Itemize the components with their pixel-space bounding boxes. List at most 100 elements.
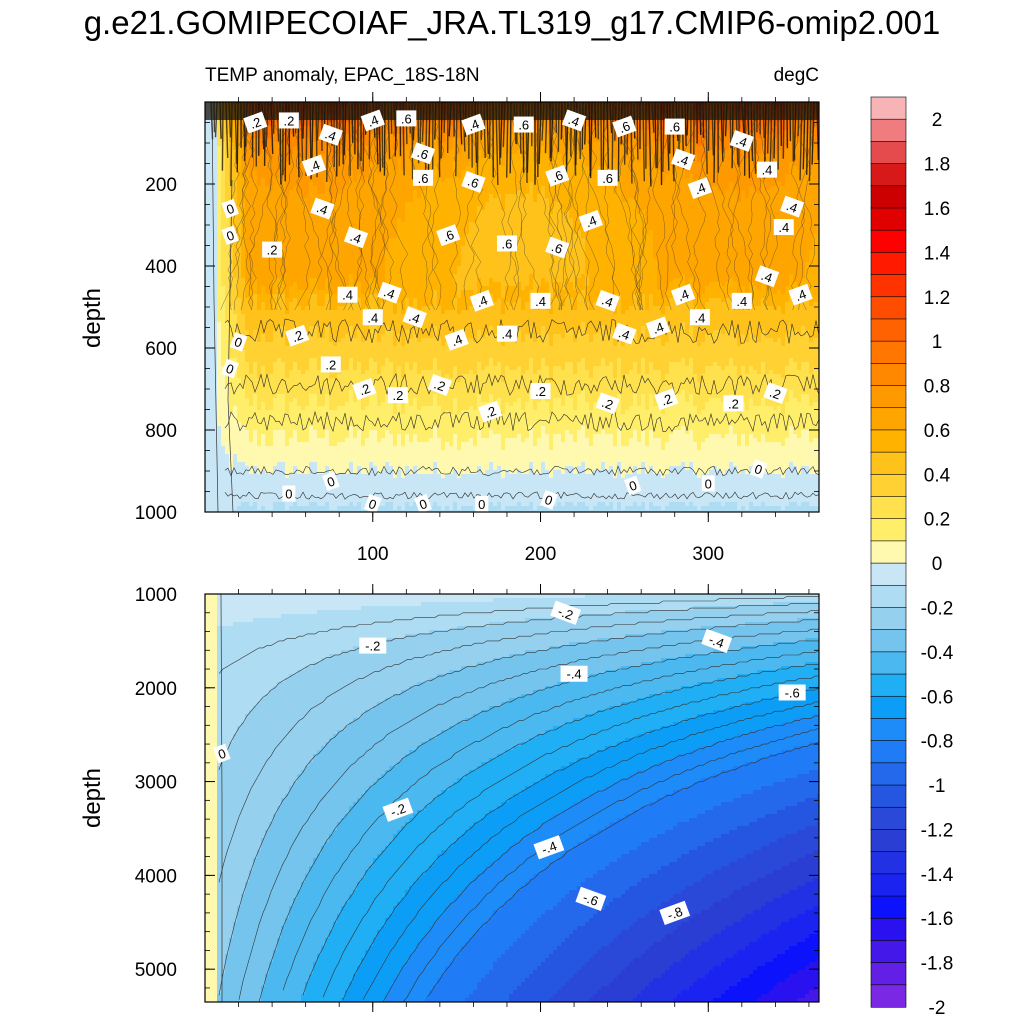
colorbar-tick-label: -0.4 (921, 643, 954, 664)
upper-contour-label: 0 (282, 485, 296, 502)
lower-panel-fill (205, 594, 819, 1002)
colorbar-tick-label: 1.8 (924, 155, 950, 176)
upper-contour-label: .4 (444, 328, 469, 351)
colorbar-tick-label: -1.4 (921, 865, 954, 886)
colorbar-swatch (870, 562, 907, 586)
upper-contour-label: .4 (561, 109, 587, 132)
lower-contour-label: -.4 (560, 665, 588, 682)
lower-contour-label: -.8 (659, 900, 691, 926)
upper-contour-label: .2 (595, 392, 620, 415)
colorbar-swatch (870, 474, 907, 498)
colorbar-swatch (870, 784, 907, 808)
colorbar-swatch (870, 540, 907, 564)
colorbar-swatch (870, 185, 907, 209)
colorbar-tick-label: 2 (932, 110, 943, 131)
colorbar-tick-label: -1 (929, 776, 946, 797)
upper-y-tick-label: 800 (145, 421, 177, 442)
colorbar-swatch (870, 163, 907, 187)
colorbar-tick-label: -0.8 (921, 732, 954, 753)
upper-contour-label: 0 (540, 489, 558, 510)
lower-panel-axes: 1000 2000 3000 4000 5000 (135, 584, 819, 1012)
upper-contour-label: .2 (387, 387, 408, 404)
colorbar-swatch (870, 496, 907, 520)
colorbar-swatch (870, 451, 907, 475)
lower-panel: 0 -.2 -.2 -.2 -.4 -.4 -.4 -.6 -.6 -.8 1000 2000 300… (135, 584, 820, 1012)
colorbar-swatch (870, 673, 907, 697)
colorbar-swatch (870, 584, 907, 609)
colorbar-tick-label: 1.2 (924, 288, 950, 309)
lower-y-tick-label: 5000 (135, 960, 177, 981)
colorbar-swatch (870, 695, 907, 720)
colorbar-tick-label: 1.6 (924, 199, 950, 220)
colorbar-swatch (870, 984, 907, 1008)
colorbar-tick-label: -1.6 (921, 909, 954, 930)
upper-contour-label: .4 (318, 123, 343, 146)
upper-contour-label: .6 (513, 116, 534, 133)
upper-contour-label: 0 (221, 358, 240, 379)
lower-panel-contour-labels: 0 -.2 -.2 -.2 -.4 -.4 -.4 -.6 -.6 -.8 (212, 600, 806, 926)
upper-contour-label: 0 (321, 471, 340, 491)
upper-contour-label: .2 (723, 395, 744, 412)
colorbar-swatch (870, 340, 907, 364)
upper-contour-label: .6 (410, 142, 436, 165)
colorbar-tick-label: -1.8 (921, 954, 954, 975)
lower-y-tick-label: 2000 (135, 679, 177, 700)
colorbar-swatch (870, 851, 907, 875)
lower-y-tick-label: 4000 (135, 866, 177, 887)
upper-contour-label: 0 (221, 225, 240, 245)
upper-contour-label: 0 (749, 459, 768, 479)
colorbar-swatch (870, 385, 907, 409)
upper-y-tick-label: 600 (145, 339, 177, 360)
colorbar-swatch (870, 895, 907, 919)
colorbar-swatch (870, 873, 907, 897)
upper-contour-label: .4 (377, 281, 402, 304)
colorbar-swatch (870, 318, 907, 342)
upper-contour-label: .6 (413, 169, 434, 186)
lower-y-tick-label: 1000 (135, 585, 177, 606)
lower-contour-label: -.4 (701, 628, 733, 654)
colorbar-swatch (870, 363, 907, 387)
colorbar-swatch (870, 940, 907, 964)
colorbar-swatch (870, 407, 907, 431)
upper-contour-label: .6 (496, 235, 517, 252)
colorbar-swatch (870, 607, 907, 631)
lower-contour-label: -.2 (382, 797, 414, 822)
upper-contour-label: .2 (352, 378, 377, 400)
y-axis-label-upper: depth (79, 288, 106, 348)
subtitle-left: TEMP anomaly, EPAC_18S-18N (205, 65, 480, 86)
colorbar-swatch (870, 917, 907, 942)
colorbar-swatch (870, 207, 907, 231)
upper-contour-label: .4 (360, 109, 385, 132)
upper-x-tick-label: 100 (357, 544, 389, 565)
upper-contour-label: .4 (689, 309, 710, 326)
upper-contour-label: 0 (363, 494, 382, 514)
upper-contour-label: .2 (285, 324, 310, 347)
colorbar-swatch (870, 252, 907, 276)
colorbar-swatch (870, 629, 907, 653)
upper-contour-label: .4 (670, 148, 696, 171)
upper-contour-label: .4 (788, 283, 813, 306)
upper-contour-label: .4 (773, 219, 794, 236)
upper-contour-label: .2 (530, 383, 551, 400)
upper-contour-label: .4 (612, 322, 637, 345)
upper-contour-label: .2 (654, 388, 679, 411)
upper-contour-label: .6 (612, 115, 637, 138)
upper-contour-label: .4 (756, 161, 777, 178)
chart-title: g.e21.GOMIPECOIAF_JRA.TL319_g17.CMIP6-om… (0, 4, 1024, 42)
colorbar: 2 1.8 1.6 1.4 1.2 1 0.8 0.6 0.4 0.2 0 -0.2 -0.4 -0.6 -… (870, 96, 954, 1019)
upper-y-tick-label: 1000 (135, 503, 177, 524)
units-label: degC (774, 65, 819, 86)
colorbar-tick-label: -2 (929, 998, 946, 1019)
colorbar-swatch (870, 296, 907, 320)
lower-contour-label: -.2 (550, 600, 582, 625)
upper-contour-label: .4 (670, 283, 696, 306)
colorbar-tick-label: 0.6 (924, 421, 950, 442)
colorbar-swatch (870, 96, 907, 120)
upper-contour-label: .2 (262, 241, 283, 258)
upper-contour-label: .4 (362, 309, 383, 326)
upper-contour-label: .4 (687, 177, 713, 200)
lower-contour-label: 0 (212, 743, 231, 764)
upper-contour-label: .6 (545, 164, 570, 187)
upper-contour-label: .6 (461, 171, 486, 193)
colorbar-swatch (870, 118, 907, 142)
